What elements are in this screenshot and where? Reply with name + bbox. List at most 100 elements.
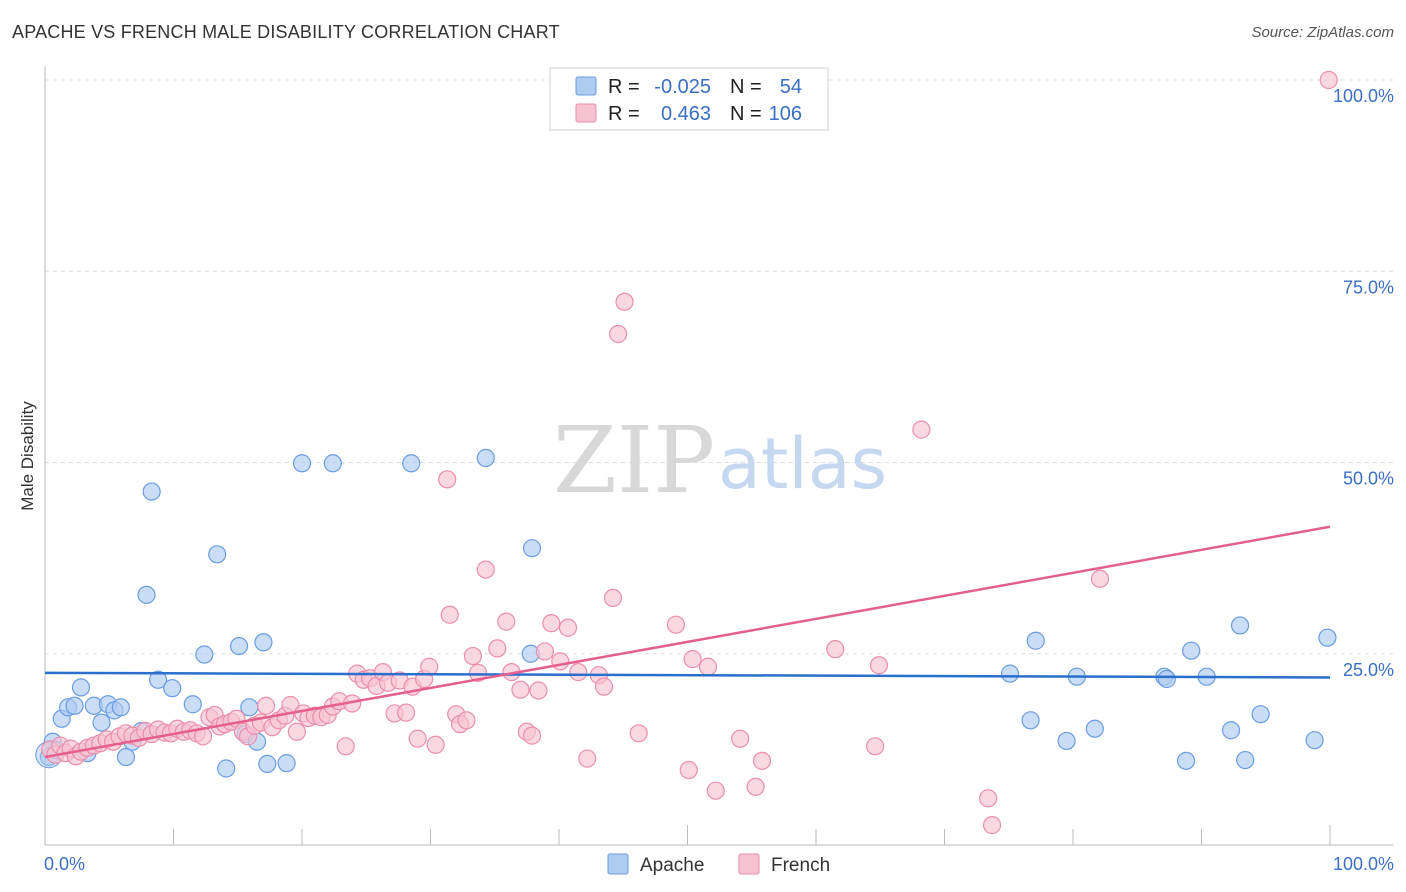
legend-swatch-apache — [575, 76, 597, 96]
apache-point-8 — [92, 713, 111, 732]
french-point-98 — [746, 777, 765, 796]
y-tick-labels: 25.0% 50.0% 75.0% 100.0% — [1333, 86, 1394, 680]
french-point-59 — [396, 703, 416, 722]
apache-point-30 — [292, 454, 312, 473]
apache-point-50 — [1251, 705, 1270, 724]
y-tick-label-1: 50.0% — [1343, 469, 1394, 489]
y-axis-title: Male Disability — [18, 401, 37, 511]
apache-point-32 — [402, 454, 421, 473]
apache-point-5 — [71, 678, 91, 697]
french-point-63 — [420, 657, 439, 676]
legend-r-label-apache: R = — [608, 76, 640, 98]
french-point-78 — [522, 726, 542, 745]
french-point-97 — [731, 729, 750, 748]
french-point-96 — [706, 781, 725, 800]
french-point-89 — [609, 324, 628, 344]
y-tick-label-0: 25.0% — [1343, 660, 1394, 680]
apache-point-27 — [254, 633, 273, 652]
apache-point-45 — [1182, 641, 1201, 660]
apache-point-33 — [476, 448, 495, 468]
french-point-80 — [535, 642, 554, 661]
apache-point-21 — [208, 545, 227, 564]
apache-point-51 — [1305, 731, 1324, 750]
french-point-73 — [488, 639, 507, 658]
apache-point-31 — [323, 454, 342, 473]
apache-point-43 — [1157, 669, 1176, 689]
french-point-107 — [1319, 70, 1338, 90]
french-point-41 — [287, 722, 306, 741]
apache-point-23 — [229, 636, 249, 656]
legend-swatch-french — [575, 103, 597, 123]
french-point-76 — [511, 680, 530, 699]
french-point-82 — [551, 652, 570, 671]
gridlines — [45, 79, 1393, 655]
apache-point-38 — [1026, 631, 1045, 650]
french-point-65 — [438, 470, 457, 489]
french-point-36 — [256, 696, 276, 715]
french-trend-line — [44, 525, 1331, 759]
watermark-atlas: atlas — [718, 423, 887, 505]
french-point-103 — [912, 420, 931, 439]
apache-point-17 — [148, 670, 168, 689]
french-point-102 — [869, 656, 889, 675]
french-point-90 — [615, 292, 634, 311]
french-point-93 — [679, 760, 698, 780]
apache-point-15 — [137, 585, 156, 604]
apache-point-47 — [1221, 721, 1241, 740]
legend-n-label-apache: N = — [730, 76, 762, 98]
french-point-66 — [440, 605, 459, 624]
apache-point-28 — [258, 754, 277, 774]
bottom-legend-swatch-apache — [607, 853, 629, 875]
french-point-99 — [752, 751, 772, 770]
legend-r-value-french: 0.463 — [661, 103, 711, 125]
french-point-87 — [594, 677, 614, 696]
x-tick-label-max: 100.0% — [1333, 854, 1394, 874]
french-point-84 — [569, 663, 588, 682]
x-ticks — [173, 825, 1331, 845]
apache-trend-line — [44, 671, 1331, 679]
french-point-72 — [476, 560, 495, 579]
apache-point-48 — [1230, 616, 1250, 635]
x-tick-label-min: 0.0% — [44, 854, 85, 874]
apache-point-22 — [217, 759, 236, 778]
bottom-legend-label-apache: Apache — [640, 855, 704, 876]
apache-point-35 — [522, 539, 542, 558]
apache-point-52 — [1318, 628, 1337, 647]
apache-point-18 — [163, 679, 182, 698]
series-legend: Apache French — [607, 853, 830, 876]
apache-point-11 — [111, 698, 130, 717]
french-point-104 — [979, 789, 998, 808]
french-point-71 — [468, 663, 488, 682]
french-point-106 — [1090, 569, 1110, 588]
french-point-100 — [826, 640, 845, 659]
watermark-zip: ZIP — [553, 407, 715, 514]
french-point-95 — [698, 657, 718, 676]
apache-point-16 — [142, 482, 161, 501]
apache-point-19 — [183, 695, 202, 714]
apache-point-44 — [1176, 751, 1196, 770]
french-point-81 — [542, 614, 561, 633]
french-point-92 — [666, 615, 686, 634]
french-point-83 — [558, 618, 578, 637]
french-point-85 — [578, 749, 597, 768]
legend-r-label-french: R = — [608, 103, 640, 125]
legend-r-value-apache: -0.025 — [654, 76, 711, 98]
apache-point-4 — [65, 696, 84, 715]
bottom-legend-label-french: French — [771, 855, 830, 876]
apache-point-41 — [1085, 719, 1104, 738]
bottom-legend-swatch-french — [738, 853, 760, 875]
apache-point-39 — [1057, 731, 1076, 751]
y-tick-label-2: 75.0% — [1343, 277, 1394, 297]
french-point-79 — [529, 681, 548, 700]
legend-n-label-french: N = — [730, 103, 762, 125]
french-point-61 — [408, 729, 427, 748]
source-label: Source: ZipAtlas.com — [1251, 24, 1394, 41]
apache-point-37 — [1021, 711, 1040, 730]
french-point-94 — [683, 650, 702, 669]
french-point-69 — [457, 711, 476, 730]
french-point-105 — [982, 816, 1002, 835]
french-point-91 — [629, 724, 648, 743]
apache-point-12 — [116, 747, 136, 767]
correlation-legend: R = -0.025 N = 54 R = 0.463 N = 106 — [549, 67, 829, 131]
